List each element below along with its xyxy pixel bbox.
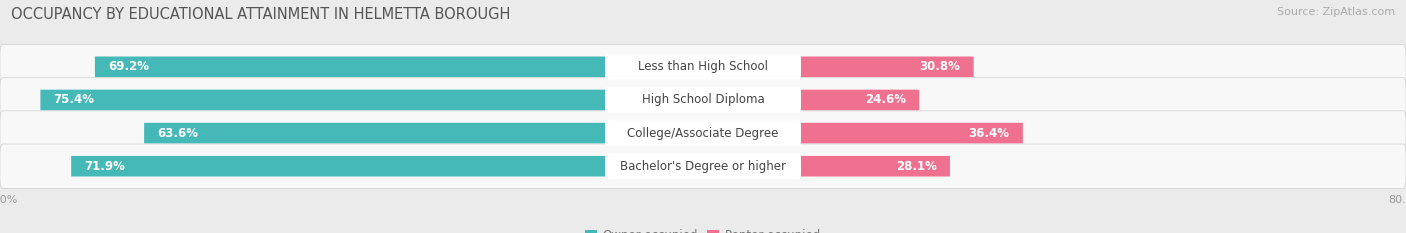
Text: 63.6%: 63.6% xyxy=(157,127,198,140)
FancyBboxPatch shape xyxy=(605,54,801,79)
Text: Less than High School: Less than High School xyxy=(638,60,768,73)
FancyBboxPatch shape xyxy=(703,57,973,77)
Text: Source: ZipAtlas.com: Source: ZipAtlas.com xyxy=(1277,7,1395,17)
FancyBboxPatch shape xyxy=(703,156,950,176)
FancyBboxPatch shape xyxy=(0,45,1406,89)
Text: 36.4%: 36.4% xyxy=(969,127,1010,140)
FancyBboxPatch shape xyxy=(145,123,703,143)
FancyBboxPatch shape xyxy=(703,90,920,110)
Text: OCCUPANCY BY EDUCATIONAL ATTAINMENT IN HELMETTA BOROUGH: OCCUPANCY BY EDUCATIONAL ATTAINMENT IN H… xyxy=(11,7,510,22)
Legend: Owner-occupied, Renter-occupied: Owner-occupied, Renter-occupied xyxy=(585,229,821,233)
FancyBboxPatch shape xyxy=(605,154,801,179)
FancyBboxPatch shape xyxy=(72,156,703,176)
FancyBboxPatch shape xyxy=(605,120,801,146)
Text: College/Associate Degree: College/Associate Degree xyxy=(627,127,779,140)
FancyBboxPatch shape xyxy=(703,123,1024,143)
FancyBboxPatch shape xyxy=(0,78,1406,122)
FancyBboxPatch shape xyxy=(41,90,703,110)
Text: High School Diploma: High School Diploma xyxy=(641,93,765,106)
Text: 69.2%: 69.2% xyxy=(108,60,149,73)
Text: 24.6%: 24.6% xyxy=(865,93,905,106)
FancyBboxPatch shape xyxy=(0,111,1406,155)
Text: 30.8%: 30.8% xyxy=(920,60,960,73)
Text: 75.4%: 75.4% xyxy=(53,93,94,106)
Text: Bachelor's Degree or higher: Bachelor's Degree or higher xyxy=(620,160,786,173)
Text: 28.1%: 28.1% xyxy=(896,160,936,173)
FancyBboxPatch shape xyxy=(605,87,801,113)
Text: 71.9%: 71.9% xyxy=(84,160,125,173)
FancyBboxPatch shape xyxy=(0,144,1406,188)
FancyBboxPatch shape xyxy=(94,57,703,77)
